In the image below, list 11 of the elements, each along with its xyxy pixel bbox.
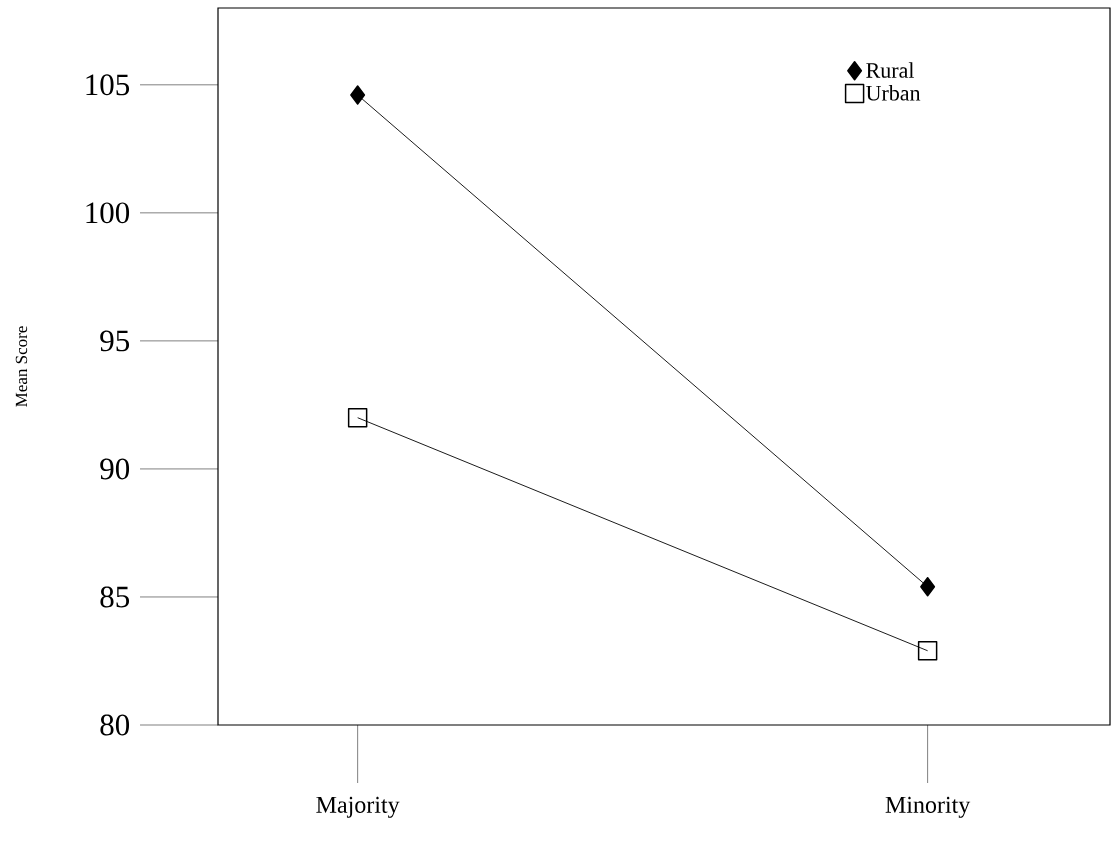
- y-tick-label: 90: [100, 458, 130, 480]
- y-tick-label: 85: [100, 586, 130, 608]
- y-axis-title: Mean Score: [15, 326, 28, 407]
- legend-label: Rural: [866, 62, 915, 78]
- x-tick-label: Minority: [885, 796, 971, 818]
- y-tick-label: 100: [86, 202, 130, 224]
- y-tick-label: 105: [86, 74, 130, 96]
- y-tick-label: 95: [100, 330, 130, 352]
- x-tick-label: Majority: [316, 796, 400, 818]
- y-tick-label: 80: [100, 714, 130, 736]
- legend-label: Urban: [866, 85, 921, 101]
